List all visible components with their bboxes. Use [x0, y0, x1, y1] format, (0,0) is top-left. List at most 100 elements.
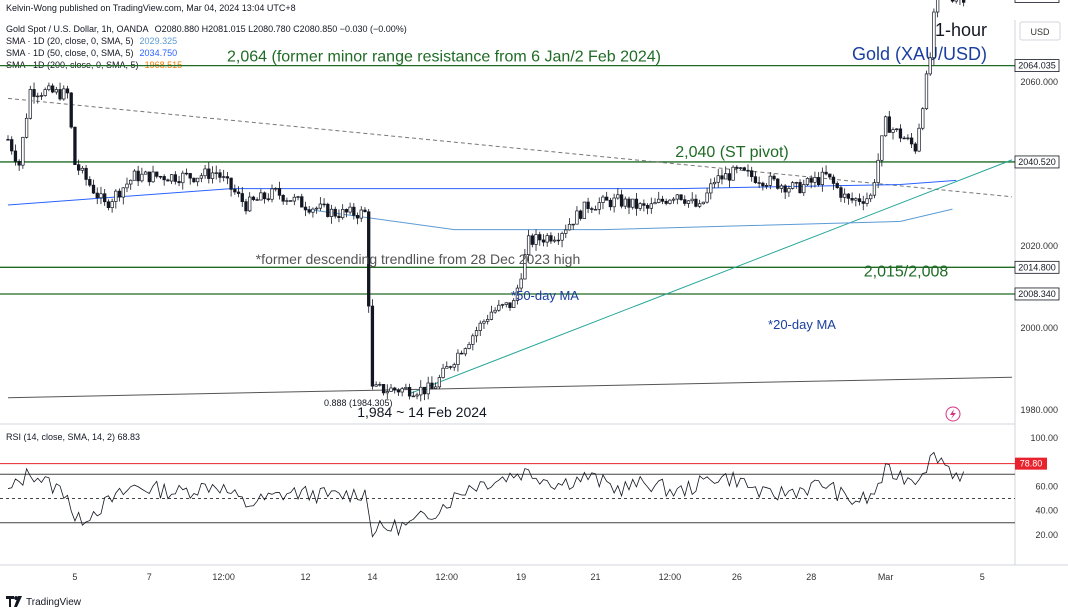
candle [809, 175, 813, 189]
candle-body [419, 386, 423, 396]
candle-body [192, 177, 196, 183]
candle [616, 188, 620, 200]
candle-body [913, 143, 917, 152]
candles [6, 0, 966, 402]
candle-body [411, 395, 415, 398]
candle-body [686, 200, 691, 204]
candle-body [716, 175, 720, 183]
candle [344, 208, 349, 218]
candle-body [634, 198, 639, 209]
candle-body [318, 203, 323, 209]
currency-label[interactable]: USD [1030, 27, 1050, 37]
candle-body [396, 389, 401, 393]
candle-body [39, 95, 44, 97]
candle-body [541, 239, 546, 243]
candle [415, 392, 419, 400]
candle-body [259, 192, 263, 201]
level-tag-5: 2014.800 [1018, 262, 1056, 272]
candle-body [407, 387, 412, 397]
candle-body [605, 196, 609, 201]
candle-body [549, 235, 553, 242]
candle-body [534, 234, 538, 245]
candle [240, 186, 244, 207]
candle-body [95, 192, 99, 199]
candle-body [58, 89, 62, 100]
candle-body [214, 172, 218, 174]
candle-body [887, 116, 891, 133]
candle-body [523, 254, 527, 280]
candle-body [909, 137, 914, 145]
candle-body [883, 116, 888, 137]
candle [28, 85, 32, 120]
candle-body [381, 384, 386, 394]
candle-body [36, 95, 40, 98]
sma50-legend: SMA · 1D (50, close, 0, SMA, 5) 2034.750 [6, 48, 177, 58]
candle-body [233, 189, 237, 193]
candle [441, 363, 445, 379]
candle [779, 183, 784, 193]
label-fib: 0.888 (1984.305) [324, 398, 393, 408]
candle [876, 153, 880, 189]
lower-support-line [7, 376, 1013, 399]
candle-body [21, 136, 25, 166]
candle [709, 178, 713, 200]
candle [753, 171, 758, 184]
candle [385, 384, 389, 399]
candle [705, 188, 709, 204]
candle-body [288, 200, 293, 202]
candle [757, 176, 761, 189]
candle [764, 183, 769, 190]
candle-body [519, 278, 523, 289]
candle [526, 229, 531, 262]
candle-body [326, 203, 330, 217]
level-tag-box-3 [1014, 59, 1060, 72]
candle-body [158, 176, 163, 178]
candle [891, 127, 895, 140]
candle-body [906, 137, 910, 140]
candle [962, 0, 966, 7]
candle [88, 176, 92, 188]
candle-body [497, 304, 501, 311]
currency-button[interactable] [1019, 21, 1061, 41]
candle [99, 186, 103, 205]
candle-body [6, 139, 10, 141]
candle [627, 196, 631, 215]
candle [497, 300, 501, 312]
alert-icon[interactable] [945, 406, 961, 422]
candle-body [638, 203, 642, 209]
candle [222, 169, 226, 182]
candle-body [701, 201, 706, 205]
candle-body [720, 175, 724, 180]
candle [902, 135, 906, 140]
candle [341, 204, 345, 220]
candle-body [80, 167, 85, 171]
candle-body [404, 387, 408, 389]
candle [248, 192, 252, 213]
candle-body [802, 184, 806, 194]
candle [645, 203, 650, 215]
candle-body [329, 208, 334, 217]
candle-body [668, 199, 672, 204]
candle-body [244, 201, 248, 212]
candle [460, 350, 464, 355]
candle-body [199, 175, 204, 179]
candle [292, 193, 296, 206]
candle-body [854, 198, 858, 201]
candle-body [631, 198, 635, 208]
candle-body [493, 309, 497, 313]
candle [80, 165, 85, 174]
candle-body [504, 302, 508, 305]
candle [143, 170, 148, 175]
candle-body [664, 200, 668, 204]
candle [872, 179, 877, 199]
candle [32, 82, 36, 104]
candle-body [556, 239, 560, 242]
candle [869, 193, 873, 203]
price-axis-ticks: 2140.0002120.0002100.0002060.0002020.000… [1020, 77, 1058, 415]
candle-body [839, 187, 843, 198]
candle-body [579, 210, 583, 219]
sma20-line [305, 208, 953, 231]
candle [73, 126, 77, 166]
candle [296, 195, 300, 201]
